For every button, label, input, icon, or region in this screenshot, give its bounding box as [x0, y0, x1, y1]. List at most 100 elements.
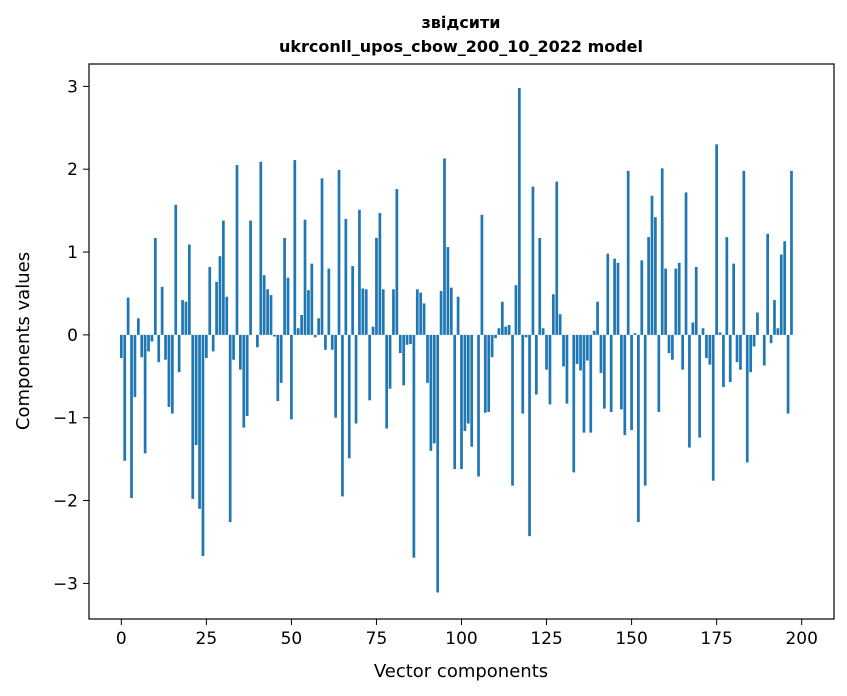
- bar: [749, 334, 753, 373]
- bar: [463, 334, 467, 431]
- bar: [392, 289, 395, 335]
- bar: [732, 263, 736, 335]
- chart-subtitle: ukrconll_upos_cbow_200_10_2022 model: [279, 37, 643, 56]
- bar: [739, 334, 742, 370]
- bar: [694, 266, 698, 335]
- bar: [470, 334, 474, 447]
- bar: [273, 334, 276, 337]
- bar: [711, 334, 715, 481]
- bar: [364, 289, 368, 335]
- bar: [483, 334, 487, 413]
- bar: [371, 326, 375, 335]
- bar: [126, 297, 130, 335]
- bar: [589, 334, 593, 433]
- bar: [160, 286, 164, 335]
- bar-series: [119, 88, 793, 593]
- bar: [586, 334, 589, 361]
- bar: [150, 334, 154, 342]
- bar: [228, 334, 232, 523]
- bar: [565, 334, 569, 404]
- bar: [637, 334, 640, 523]
- bar: [439, 290, 443, 335]
- y-axis-ticks: −3 −2 −1 0 1 2 3: [53, 77, 89, 594]
- bar: [147, 334, 150, 352]
- bar: [245, 334, 249, 417]
- bar: [375, 237, 378, 335]
- bar: [630, 334, 633, 431]
- bar: [402, 334, 406, 386]
- bar: [671, 334, 674, 360]
- bar: [153, 237, 157, 335]
- bar: [409, 334, 412, 344]
- bar: [705, 334, 708, 359]
- bar: [266, 289, 269, 335]
- bar: [623, 334, 627, 436]
- bar: [262, 275, 266, 335]
- bar: [504, 326, 508, 335]
- bar: [191, 334, 195, 499]
- bar: [170, 334, 174, 414]
- bar: [579, 334, 582, 371]
- bar: [136, 318, 140, 335]
- bar: [194, 334, 198, 446]
- bar: [269, 295, 273, 335]
- bar: [500, 301, 504, 335]
- bar: [735, 334, 739, 363]
- bar: [514, 285, 518, 335]
- x-axis-ticks: 0 25 50 75 100 125 150 175 200: [116, 619, 818, 649]
- bar: [242, 334, 246, 428]
- bar: [449, 287, 453, 335]
- bar: [664, 268, 667, 335]
- bar: [446, 247, 450, 335]
- bar: [752, 334, 756, 347]
- bar: [620, 334, 623, 410]
- bar: [453, 334, 457, 470]
- bar: [773, 300, 776, 335]
- bar: [487, 334, 491, 412]
- bar: [599, 334, 603, 373]
- bar: [657, 334, 661, 412]
- bar: [558, 314, 562, 335]
- bar: [140, 334, 144, 358]
- x-tick-label: 150: [615, 629, 647, 649]
- bar: [640, 260, 644, 335]
- bar: [654, 217, 657, 335]
- bar: [718, 332, 722, 335]
- bar: [545, 334, 548, 370]
- bar: [133, 334, 137, 397]
- bar: [337, 170, 341, 335]
- bar: [310, 263, 314, 335]
- bar: [477, 334, 480, 477]
- bar: [776, 328, 780, 335]
- bar: [613, 258, 616, 335]
- x-tick-label: 125: [530, 629, 562, 649]
- bar: [249, 220, 252, 335]
- bar: [201, 334, 205, 557]
- bar: [259, 161, 263, 335]
- bar: [368, 334, 372, 401]
- bar: [745, 334, 749, 463]
- bar: [769, 334, 773, 344]
- bar: [358, 209, 361, 335]
- bar: [715, 144, 718, 335]
- bar: [511, 334, 514, 486]
- bar: [398, 334, 402, 354]
- bar: [647, 237, 650, 335]
- bar: [232, 334, 235, 360]
- bar: [592, 330, 596, 335]
- bar: [286, 277, 290, 335]
- y-tick-label: −2: [53, 492, 78, 512]
- bar: [528, 334, 531, 537]
- bar: [167, 334, 171, 407]
- bar: [381, 289, 385, 335]
- bar: [783, 241, 787, 335]
- bar: [429, 334, 433, 451]
- bar: [388, 334, 392, 389]
- bar: [174, 204, 178, 335]
- bar: [378, 213, 382, 335]
- x-tick-label: 175: [700, 629, 732, 649]
- bar: [415, 289, 419, 335]
- bar: [684, 192, 688, 335]
- bar: [456, 296, 460, 335]
- y-tick-label: 0: [67, 326, 78, 346]
